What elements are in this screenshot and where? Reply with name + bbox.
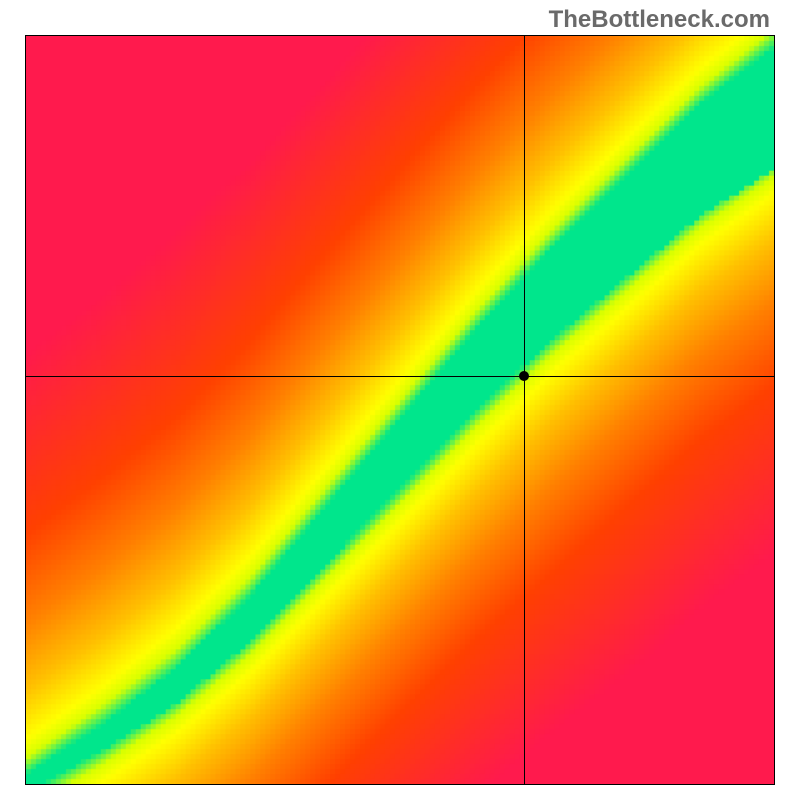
crosshair-horizontal xyxy=(25,376,775,377)
selection-marker xyxy=(519,371,529,381)
crosshair-vertical xyxy=(524,35,525,785)
watermark-text: TheBottleneck.com xyxy=(549,6,770,34)
heatmap-canvas xyxy=(25,35,775,785)
bottleneck-heatmap xyxy=(25,35,775,785)
